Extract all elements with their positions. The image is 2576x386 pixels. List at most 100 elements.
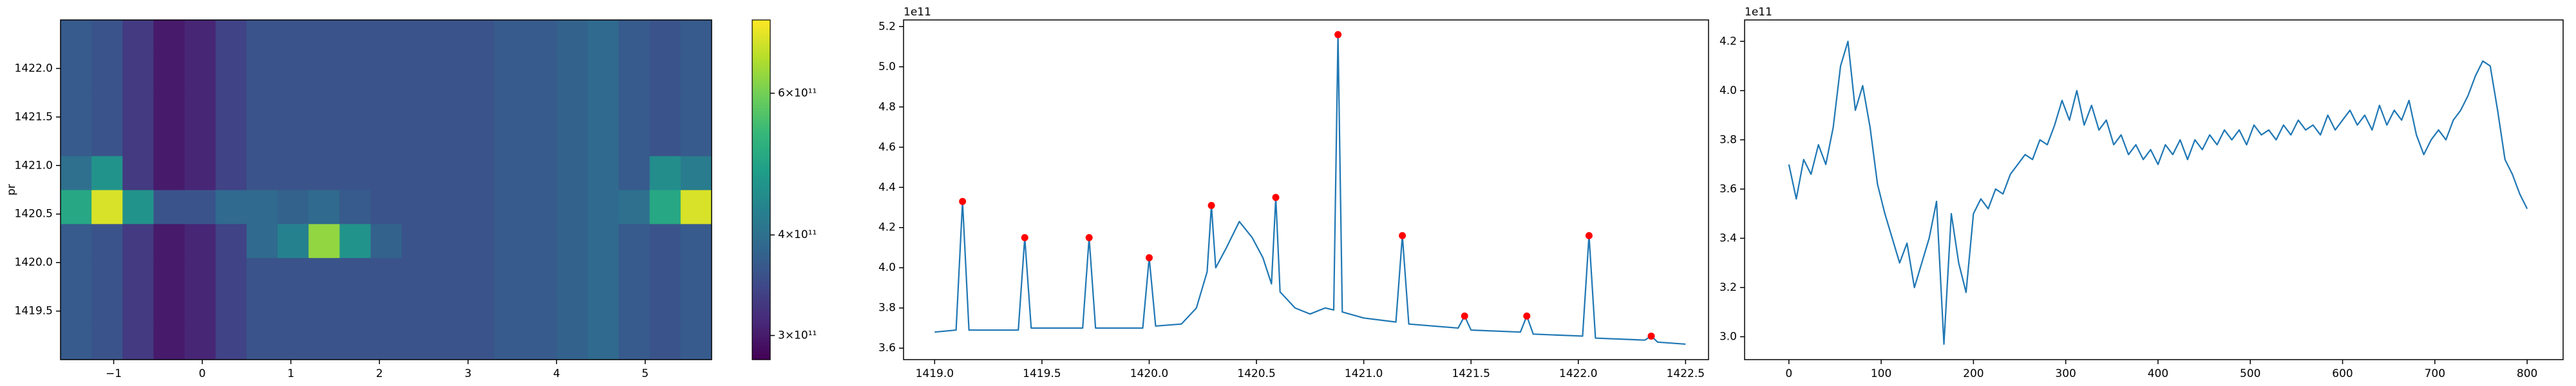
heatmap-cell	[618, 291, 650, 326]
heatmap-cell	[246, 20, 278, 55]
heatmap-cell	[370, 53, 402, 89]
y-tick-label: 4.2	[1719, 35, 1737, 48]
heatmap-cell	[463, 53, 495, 89]
heatmap-cell	[153, 122, 185, 156]
colorbar-strip	[752, 167, 770, 170]
axes-frame	[903, 19, 1709, 360]
x-tick-label: 1421.0	[1345, 367, 1383, 380]
colorbar-strip	[752, 133, 770, 136]
heatmap-cell	[153, 326, 185, 360]
y-tick-label: 4.8	[878, 100, 896, 113]
colorbar-strip	[752, 308, 770, 312]
heatmap-cell	[339, 87, 371, 122]
heatmap-cell	[495, 156, 526, 190]
colorbar-strip	[752, 221, 770, 225]
colorbar-strip	[752, 334, 770, 338]
colorbar-strip	[752, 266, 770, 270]
y-tick-label: 3.6	[1719, 183, 1737, 196]
y-tick-label: 1421.0	[15, 159, 53, 172]
y-tick-label: 1421.5	[15, 111, 53, 124]
heatmap-cell	[91, 326, 123, 360]
peak-marker	[959, 198, 967, 205]
colorbar-strip	[752, 25, 770, 29]
heatmap-cell	[153, 291, 185, 326]
heatmap-cell	[91, 190, 123, 225]
colorbar-strip	[752, 122, 770, 125]
heatmap-cell	[432, 291, 464, 326]
peak-marker	[1272, 194, 1280, 201]
heatmap-cell	[184, 20, 216, 55]
heatmap-cell	[587, 223, 620, 259]
colorbar-strip	[752, 93, 770, 97]
colorbar-strip	[752, 223, 770, 227]
colorbar-strip	[752, 87, 770, 91]
heatmap-cell	[61, 87, 92, 122]
heatmap-cell	[278, 190, 309, 225]
heatmap-cell	[91, 291, 123, 326]
y-tick-label: 1419.5	[15, 305, 53, 318]
heatmap-cell	[401, 53, 433, 89]
peak-marker	[1145, 254, 1153, 262]
peak-marker	[1208, 201, 1215, 209]
heatmap-cell	[463, 190, 495, 225]
heatmap-cell	[495, 53, 526, 89]
x-tick-label: 4	[553, 367, 560, 380]
y-axis-label: pr	[5, 184, 18, 196]
heatmap-cell	[618, 257, 650, 292]
colorbar-strip	[752, 71, 770, 75]
axis-offset-label: 1e11	[904, 6, 931, 19]
y-tick-label: 3.2	[1719, 281, 1737, 294]
colorbar-strip	[752, 68, 770, 71]
heatmap-cell	[432, 87, 464, 122]
heatmap-cell	[308, 20, 340, 55]
x-tick-label: 0	[1785, 367, 1792, 380]
colorbar-strip	[752, 57, 770, 60]
heatmap-cell	[649, 87, 681, 122]
colorbar-strip	[752, 136, 770, 140]
heatmap-cell	[587, 190, 620, 225]
colorbar-strip	[752, 306, 770, 309]
colorbar-strip	[752, 215, 770, 219]
colorbar-strip	[752, 107, 770, 111]
colorbar-strip	[752, 73, 770, 77]
colorbar-strip	[752, 263, 770, 267]
colorbar-strip	[752, 235, 770, 239]
heatmap-cell	[246, 326, 278, 360]
colorbar-strip	[752, 170, 770, 174]
y-tick-label: 3.4	[1719, 232, 1737, 244]
heatmap-cell	[649, 20, 681, 55]
heatmap-cell	[649, 190, 681, 225]
x-tick-label: 1419.5	[1023, 367, 1061, 380]
heatmap-cell	[401, 20, 433, 55]
heatmap-cell	[122, 190, 154, 225]
heatmap-cell	[587, 53, 620, 89]
heatmap-cell	[618, 190, 650, 225]
heatmap-cell	[308, 291, 340, 326]
heatmap-cell	[556, 257, 588, 292]
heatmap-cell	[184, 156, 216, 190]
heatmap-cell	[61, 53, 92, 89]
heatmap-cell	[215, 122, 247, 156]
axis-offset-label: 1e11	[1745, 6, 1772, 19]
colorbar-strip	[752, 144, 770, 148]
colorbar-strip	[752, 37, 770, 41]
heatmap-cell	[463, 326, 495, 360]
heatmap-cell	[278, 326, 309, 360]
x-tick-label: 5	[641, 367, 649, 380]
colorbar-strip	[752, 342, 770, 346]
heatmap-cell	[122, 53, 154, 89]
colorbar-strip	[752, 311, 770, 315]
heatmap-cell	[370, 326, 402, 360]
heatmap-cell	[184, 291, 216, 326]
heatmap-cell	[308, 87, 340, 122]
heatmap-cell	[122, 122, 154, 156]
colorbar-strip	[752, 147, 770, 151]
colorbar-strip	[752, 271, 770, 275]
plot-area	[61, 20, 712, 360]
colorbar-strip	[752, 354, 770, 358]
heatmap-cell	[122, 156, 154, 190]
colorbar-strip	[752, 320, 770, 324]
y-tick-label: 4.6	[878, 141, 896, 154]
heatmap-cell	[308, 122, 340, 156]
